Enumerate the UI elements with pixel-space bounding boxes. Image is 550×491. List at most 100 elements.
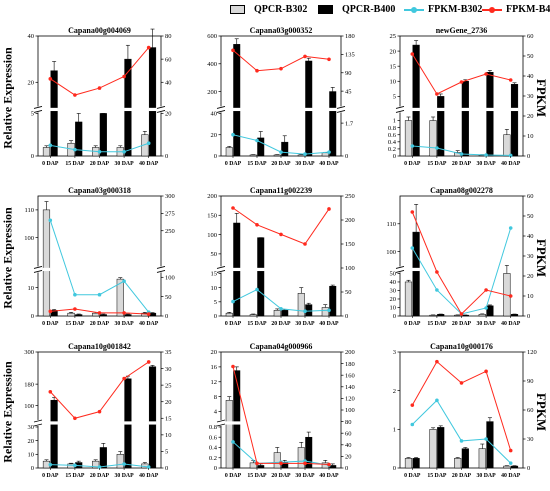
y-right-tick-label: 50	[345, 289, 352, 296]
error-bar	[44, 146, 48, 148]
y-axis-title-left: Relative Expression	[1, 47, 16, 148]
chart-title: Capana00g004069	[68, 26, 131, 35]
point-fpkm-b400	[147, 360, 151, 364]
bar-qpcr-b302	[322, 307, 328, 316]
axis-break-mark	[157, 266, 165, 272]
error-bar	[44, 202, 48, 210]
error-bar	[259, 132, 263, 138]
bar-qpcr-b400	[487, 72, 494, 156]
point-fpkm-b302	[49, 219, 53, 223]
chart-title: newGene_2736	[436, 26, 488, 35]
x-tick-label: 20 DAP	[271, 473, 291, 479]
axis-break-mark	[337, 106, 345, 112]
x-tick-label: 0 DAP	[404, 473, 421, 479]
y-right-tick-label: 5	[165, 449, 168, 456]
x-tick-label: 40 DAP	[319, 321, 339, 327]
point-fpkm-b400	[147, 312, 151, 316]
error-bar	[227, 397, 231, 401]
x-tick-label: 30 DAP	[295, 161, 315, 167]
y-left-tick-label: 400	[207, 61, 217, 68]
y-right-tick-label: 30	[165, 366, 172, 373]
y-right-tick-label: 135	[345, 52, 355, 59]
error-bar	[283, 136, 287, 142]
y-left-tick-label: 12	[211, 379, 218, 386]
x-tick-label: 15 DAP	[427, 473, 447, 479]
y-axis-title-right: FPKM	[533, 239, 549, 277]
y-left-tick-label: 30	[390, 288, 397, 295]
legend-swatch	[230, 5, 245, 14]
point-fpkm-b400	[435, 270, 439, 274]
x-tick-label: 15 DAP	[427, 161, 447, 167]
point-fpkm-b400	[122, 75, 126, 79]
y-right-tick-label: 20	[165, 111, 172, 118]
x-tick-label: 30 DAP	[115, 161, 135, 167]
y-left-tick-label: 150	[207, 212, 217, 219]
bar-qpcr-b400	[330, 92, 336, 156]
point-fpkm-b400	[73, 416, 77, 420]
bar-qpcr-b302	[430, 121, 437, 156]
point-fpkm-b302	[98, 150, 102, 154]
point-fpkm-b400	[98, 410, 102, 414]
point-fpkm-b302	[303, 309, 307, 313]
bar-qpcr-b302	[405, 458, 412, 468]
error-bar	[52, 61, 56, 70]
x-tick-label: 15 DAP	[65, 473, 85, 479]
y-left-tick-label: 5	[31, 111, 34, 118]
y-left-tick-label: 10	[28, 452, 35, 459]
y-right-tick-label: 120	[345, 396, 355, 403]
bar-qpcr-b302	[298, 447, 304, 468]
bar-qpcr-b302	[117, 454, 124, 468]
bar-qpcr-b400	[282, 142, 288, 156]
bar-qpcr-b400	[413, 232, 420, 316]
line-fpkm-b400	[233, 367, 329, 465]
axis-break-mark	[34, 106, 42, 112]
error-bar	[414, 41, 418, 46]
bar-qpcr-b400	[413, 45, 420, 156]
x-tick-label: 40 DAP	[319, 161, 339, 167]
y-right-tick-label: 0	[527, 153, 530, 160]
point-fpkm-b400	[255, 223, 259, 227]
line-fpkm-b400	[412, 362, 510, 451]
error-bar	[275, 447, 279, 452]
bar-qpcr-b302	[298, 293, 304, 316]
point-fpkm-b302	[411, 144, 415, 148]
y-axis-title-right: FPKM	[533, 393, 549, 431]
y-right-tick-label: 50	[165, 294, 172, 301]
point-fpkm-b400	[49, 310, 53, 314]
point-fpkm-b400	[231, 365, 235, 369]
y-left-tick-label: 10	[390, 305, 397, 312]
y-left-tick-label: 1	[393, 427, 396, 434]
y-right-tick-label: 60	[165, 56, 172, 63]
y-left-tick-label: 2	[393, 388, 396, 395]
x-tick-label: 30 DAP	[477, 321, 497, 327]
y-left-tick-label: 200	[207, 89, 217, 96]
point-fpkm-b302	[435, 146, 439, 150]
bar-qpcr-b302	[43, 147, 50, 156]
x-tick-label: 30 DAP	[115, 321, 135, 327]
y-left-tick-label: 5	[393, 94, 396, 101]
x-tick-label: 40 DAP	[501, 321, 521, 327]
bar-qpcr-b400	[437, 314, 444, 316]
y-right-tick-label: 0	[345, 313, 348, 320]
x-tick-label: 20 DAP	[452, 161, 472, 167]
y-left-tick-label: 40	[390, 279, 397, 286]
y-left-tick-label: 0.4	[388, 139, 397, 146]
point-fpkm-b400	[49, 390, 53, 394]
chart-svg: Capana08g0022780102030405010011001020304…	[372, 182, 547, 334]
y-right-tick-label: 90	[527, 378, 534, 385]
bar-qpcr-b400	[125, 315, 132, 316]
point-fpkm-b302	[231, 133, 235, 137]
point-fpkm-b400	[460, 381, 464, 385]
x-tick-label: 30 DAP	[295, 473, 315, 479]
error-bar	[488, 70, 492, 72]
y-right-tick-label: 100	[345, 265, 355, 272]
y-right-tick-label: 35	[165, 349, 172, 356]
error-bar	[505, 129, 509, 134]
bar-qpcr-b302	[430, 429, 437, 468]
y-left-tick-label: 0	[214, 313, 217, 320]
y-left-tick-label: 20	[211, 132, 218, 139]
